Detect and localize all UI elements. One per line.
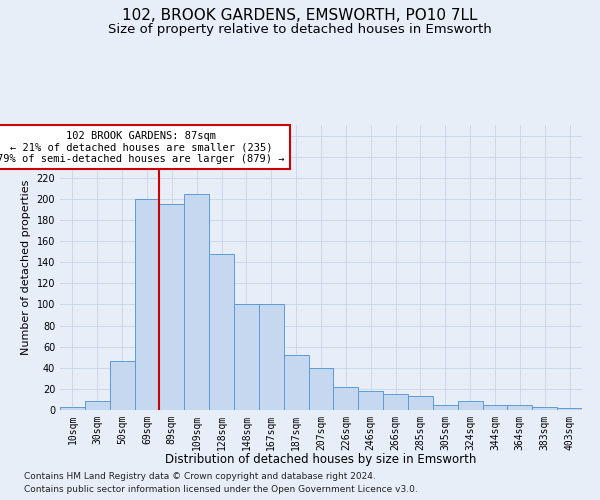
Bar — [184, 194, 209, 410]
Bar — [209, 254, 234, 410]
Bar — [383, 394, 408, 410]
Text: Contains public sector information licensed under the Open Government Licence v3: Contains public sector information licen… — [24, 485, 418, 494]
Bar — [110, 362, 134, 410]
Bar — [134, 199, 160, 410]
Bar — [532, 407, 557, 410]
Text: 102, BROOK GARDENS, EMSWORTH, PO10 7LL: 102, BROOK GARDENS, EMSWORTH, PO10 7LL — [122, 8, 478, 22]
Bar — [60, 407, 85, 410]
Bar — [482, 404, 508, 410]
Y-axis label: Number of detached properties: Number of detached properties — [21, 180, 31, 355]
Bar — [508, 404, 532, 410]
Text: Size of property relative to detached houses in Emsworth: Size of property relative to detached ho… — [108, 22, 492, 36]
Bar — [458, 400, 482, 410]
Bar — [234, 304, 259, 410]
Bar — [160, 204, 184, 410]
Bar — [259, 304, 284, 410]
Bar — [433, 404, 458, 410]
Bar — [408, 396, 433, 410]
Bar — [557, 408, 582, 410]
Bar — [358, 391, 383, 410]
Bar — [308, 368, 334, 410]
Bar — [334, 387, 358, 410]
Bar — [284, 355, 308, 410]
Text: Contains HM Land Registry data © Crown copyright and database right 2024.: Contains HM Land Registry data © Crown c… — [24, 472, 376, 481]
Bar — [85, 400, 110, 410]
Text: 102 BROOK GARDENS: 87sqm
← 21% of detached houses are smaller (235)
79% of semi-: 102 BROOK GARDENS: 87sqm ← 21% of detach… — [0, 130, 284, 164]
Text: Distribution of detached houses by size in Emsworth: Distribution of detached houses by size … — [166, 452, 476, 466]
